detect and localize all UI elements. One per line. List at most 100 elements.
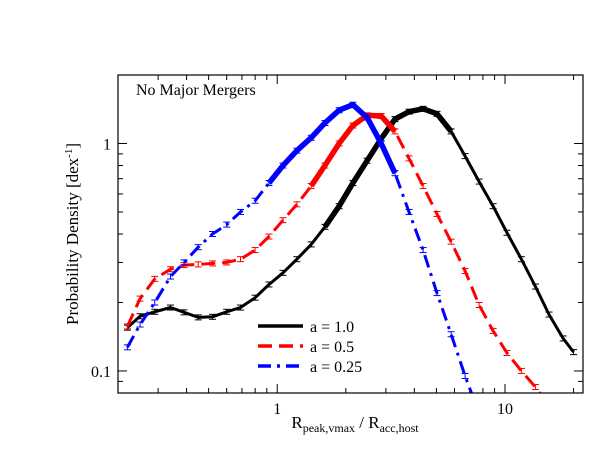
data-point [461,268,469,275]
data-point [293,147,301,154]
data-point [136,321,144,328]
data-point [151,299,159,306]
series-layer [123,101,578,416]
data-point [419,247,427,254]
data-point [194,244,202,251]
x-axis-title-sep: / R [355,413,380,432]
data-point [335,140,343,147]
legend-item: a = 0.25 [258,359,362,376]
x-tick-label: 10 [497,401,513,418]
data-point [151,275,159,282]
data-point [559,335,567,342]
data-point [321,162,329,169]
data-point [279,217,287,224]
y-axis-title: Probability Density [dex-1] [63,143,82,325]
y-tick-label: 1 [103,136,111,153]
data-point [517,256,525,263]
data-point [180,259,188,266]
data-point [419,183,427,190]
data-point [377,140,385,147]
data-point [307,183,315,190]
data-point [545,311,553,318]
data-point [237,256,245,263]
data-point [123,344,131,351]
data-point [447,238,455,245]
data-point [461,373,469,380]
data-point [321,120,329,127]
data-point [476,411,483,416]
data-point [136,295,144,302]
data-point [335,107,343,114]
data-point [517,367,525,374]
data-point [391,170,399,177]
legend-label: a = 0.5 [310,339,354,356]
data-point [405,208,413,215]
x-axis-title-sub2: acc,host [380,421,420,435]
data-point [447,128,455,135]
x-axis-title-sub1: peak,vmax [303,421,355,435]
data-point [363,114,371,121]
data-point [363,157,371,164]
legend-label: a = 0.25 [310,359,362,376]
data-point [531,384,539,391]
x-tick-label: 1 [273,401,281,418]
data-point [123,323,131,330]
data-point [391,116,399,123]
data-point [405,108,413,115]
data-point [237,304,245,311]
data-point [531,283,539,290]
data-point [194,261,202,268]
data-point [349,180,357,187]
data-point [349,122,357,129]
data-point [251,247,259,254]
data-point [209,231,217,237]
data-point [433,110,441,117]
series-line-peak [322,106,454,229]
data-point [377,113,385,120]
axis-ticks: 1 10 0.1 1 [91,74,583,418]
y-tick-label: 0.1 [91,364,111,381]
data-point [151,308,159,315]
data-point [293,256,301,263]
data-point [293,201,301,208]
data-point [223,308,231,315]
data-point [475,301,483,308]
data-point [166,273,174,280]
data-point [265,180,273,187]
y-axis-title-close: ] [63,143,82,149]
data-point [391,128,399,135]
data-point [475,178,483,185]
data-point [545,404,552,409]
series-1 [123,105,578,356]
data-point [209,313,217,320]
data-point [251,294,259,301]
data-point [461,153,469,160]
data-point [209,260,217,267]
annotation-label: No Major Mergers [136,82,256,99]
data-point [265,281,273,288]
data-point [419,105,427,112]
data-point [349,101,357,108]
legend-item: a = 1.0 [258,319,354,336]
x-axis-title: Rpeak,vmax / Racc,host [291,413,419,435]
data-point [223,221,231,228]
data-point [166,266,174,273]
data-point [570,349,578,356]
data-point [223,259,231,266]
data-point [166,304,174,311]
y-axis-title-sup: -1 [63,149,75,158]
data-point [180,309,188,316]
series-line-peak [266,101,398,185]
data-point [447,331,455,338]
data-point [237,208,245,215]
data-point [433,210,441,217]
data-point [279,269,287,276]
legend: a = 1.0 a = 0.5 a = 0.25 [258,319,362,376]
series-2 [123,112,552,409]
data-point [503,229,511,236]
data-point [194,314,202,321]
data-point [335,203,343,210]
data-point [433,290,441,297]
legend-label: a = 1.0 [310,319,354,336]
